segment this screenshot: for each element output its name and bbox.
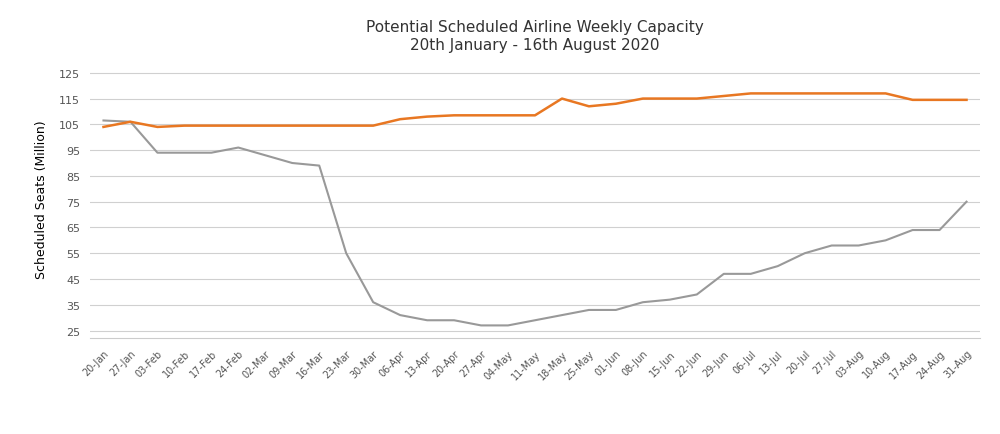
Line: Adjusted Capacity By Week: Adjusted Capacity By Week xyxy=(103,121,967,326)
2019 Weekly Capacity xyxy=(664,97,676,102)
2019 Weekly Capacity xyxy=(907,98,919,103)
Adjusted Capacity By Week xyxy=(556,313,568,318)
Adjusted Capacity By Week xyxy=(691,292,703,297)
2019 Weekly Capacity xyxy=(934,98,946,103)
Adjusted Capacity By Week xyxy=(637,300,649,305)
2019 Weekly Capacity xyxy=(448,113,460,118)
Line: 2019 Weekly Capacity: 2019 Weekly Capacity xyxy=(103,94,967,128)
Adjusted Capacity By Week xyxy=(340,251,352,256)
Adjusted Capacity By Week xyxy=(880,238,892,243)
2019 Weekly Capacity xyxy=(97,125,109,130)
Adjusted Capacity By Week xyxy=(97,118,109,124)
Adjusted Capacity By Week xyxy=(286,161,298,166)
Adjusted Capacity By Week xyxy=(124,120,136,125)
2019 Weekly Capacity xyxy=(286,124,298,129)
2019 Weekly Capacity xyxy=(637,97,649,102)
Adjusted Capacity By Week xyxy=(421,318,433,323)
Adjusted Capacity By Week xyxy=(853,243,865,249)
Adjusted Capacity By Week xyxy=(610,308,622,313)
2019 Weekly Capacity xyxy=(610,102,622,107)
2019 Weekly Capacity xyxy=(205,124,217,129)
2019 Weekly Capacity xyxy=(421,115,433,120)
2019 Weekly Capacity xyxy=(502,113,514,118)
2019 Weekly Capacity xyxy=(745,92,757,97)
Adjusted Capacity By Week xyxy=(826,243,838,249)
Adjusted Capacity By Week xyxy=(313,164,325,169)
2019 Weekly Capacity xyxy=(259,124,271,129)
2019 Weekly Capacity xyxy=(718,94,730,99)
Adjusted Capacity By Week xyxy=(448,318,460,323)
2019 Weekly Capacity xyxy=(853,92,865,97)
Adjusted Capacity By Week xyxy=(583,308,595,313)
2019 Weekly Capacity xyxy=(340,124,352,129)
Y-axis label: Scheduled Seats (Million): Scheduled Seats (Million) xyxy=(35,121,48,279)
2019 Weekly Capacity xyxy=(529,113,541,118)
Adjusted Capacity By Week xyxy=(151,151,163,156)
2019 Weekly Capacity xyxy=(880,92,892,97)
2019 Weekly Capacity xyxy=(367,124,379,129)
2019 Weekly Capacity xyxy=(772,92,784,97)
Adjusted Capacity By Week xyxy=(394,313,406,318)
Title: Potential Scheduled Airline Weekly Capacity
20th January - 16th August 2020: Potential Scheduled Airline Weekly Capac… xyxy=(366,20,704,53)
2019 Weekly Capacity xyxy=(961,98,973,103)
Adjusted Capacity By Week xyxy=(502,323,514,328)
Adjusted Capacity By Week xyxy=(934,228,946,233)
Adjusted Capacity By Week xyxy=(232,145,244,151)
Adjusted Capacity By Week xyxy=(907,228,919,233)
Adjusted Capacity By Week xyxy=(367,300,379,305)
Adjusted Capacity By Week xyxy=(772,264,784,269)
2019 Weekly Capacity xyxy=(178,124,190,129)
Adjusted Capacity By Week xyxy=(961,200,973,205)
Adjusted Capacity By Week xyxy=(178,151,190,156)
Adjusted Capacity By Week xyxy=(718,272,730,277)
Adjusted Capacity By Week xyxy=(205,151,217,156)
2019 Weekly Capacity xyxy=(475,113,487,118)
2019 Weekly Capacity xyxy=(826,92,838,97)
Adjusted Capacity By Week xyxy=(745,272,757,277)
Adjusted Capacity By Week xyxy=(475,323,487,328)
2019 Weekly Capacity xyxy=(799,92,811,97)
Adjusted Capacity By Week xyxy=(529,318,541,323)
2019 Weekly Capacity xyxy=(124,120,136,125)
2019 Weekly Capacity xyxy=(151,125,163,130)
2019 Weekly Capacity xyxy=(313,124,325,129)
2019 Weekly Capacity xyxy=(691,97,703,102)
Adjusted Capacity By Week xyxy=(664,297,676,302)
2019 Weekly Capacity xyxy=(394,117,406,122)
2019 Weekly Capacity xyxy=(232,124,244,129)
2019 Weekly Capacity xyxy=(583,105,595,110)
Adjusted Capacity By Week xyxy=(799,251,811,256)
Adjusted Capacity By Week xyxy=(259,153,271,158)
2019 Weekly Capacity xyxy=(556,97,568,102)
